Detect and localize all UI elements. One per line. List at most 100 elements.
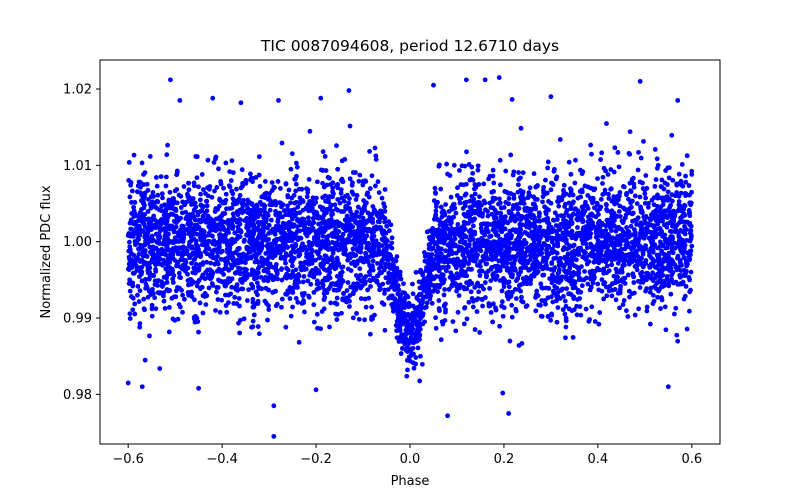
data-point xyxy=(597,242,603,247)
data-point xyxy=(325,207,330,213)
data-point xyxy=(226,300,231,305)
data-point xyxy=(174,263,179,269)
data-point xyxy=(178,275,184,281)
data-point xyxy=(213,247,219,253)
data-point xyxy=(166,199,172,205)
data-point xyxy=(282,256,288,262)
data-point xyxy=(570,335,576,340)
data-point xyxy=(161,293,166,299)
data-point xyxy=(189,252,195,258)
data-point xyxy=(142,224,148,230)
data-point xyxy=(529,206,535,212)
data-point xyxy=(464,273,470,279)
data-point xyxy=(609,257,615,263)
data-point xyxy=(204,198,210,204)
data-point xyxy=(147,154,153,159)
data-point xyxy=(601,270,607,276)
data-point xyxy=(598,252,604,258)
data-point xyxy=(498,182,503,188)
data-point xyxy=(365,190,371,196)
data-point xyxy=(228,291,234,297)
data-point xyxy=(508,215,514,221)
data-point xyxy=(587,287,593,293)
data-point xyxy=(169,266,175,272)
data-point xyxy=(531,171,537,177)
data-point xyxy=(648,229,653,235)
data-point xyxy=(142,357,148,363)
data-point xyxy=(526,233,532,238)
data-point xyxy=(388,222,394,228)
data-point xyxy=(413,319,419,324)
data-point xyxy=(254,242,260,248)
data-point xyxy=(300,207,306,213)
data-point xyxy=(674,332,680,338)
data-point xyxy=(442,236,448,242)
data-point xyxy=(237,271,243,277)
data-point xyxy=(548,317,554,323)
data-point xyxy=(250,296,256,302)
data-point xyxy=(365,210,371,216)
data-point xyxy=(334,317,340,322)
data-point xyxy=(299,186,305,192)
data-point xyxy=(230,255,236,261)
data-point xyxy=(369,263,375,269)
data-point xyxy=(261,224,267,230)
data-point xyxy=(583,306,589,312)
data-point xyxy=(477,194,482,200)
data-point xyxy=(582,250,588,256)
data-point xyxy=(486,176,491,182)
data-point xyxy=(566,306,572,312)
data-point xyxy=(516,283,522,288)
data-point xyxy=(193,226,199,232)
data-point xyxy=(250,208,256,214)
data-point xyxy=(652,242,658,248)
data-point xyxy=(434,253,439,259)
data-point xyxy=(666,175,672,181)
data-point xyxy=(350,315,356,321)
data-point xyxy=(379,300,385,306)
data-point xyxy=(193,238,199,244)
data-point xyxy=(634,222,640,227)
data-point xyxy=(650,292,656,298)
data-point xyxy=(446,264,451,270)
data-point xyxy=(177,245,183,251)
data-point xyxy=(473,185,479,190)
data-point xyxy=(407,358,413,364)
data-point xyxy=(330,189,336,195)
data-point xyxy=(432,241,438,247)
data-point xyxy=(237,303,242,309)
data-point xyxy=(520,170,526,176)
data-point xyxy=(478,225,484,231)
data-point xyxy=(676,199,682,204)
data-point xyxy=(627,180,633,186)
data-point xyxy=(597,310,603,315)
data-point xyxy=(577,304,583,310)
data-point xyxy=(148,236,153,242)
data-point xyxy=(522,229,528,235)
data-point xyxy=(176,270,182,276)
data-point xyxy=(496,258,502,264)
data-point xyxy=(353,197,359,202)
data-point xyxy=(480,303,485,309)
data-point xyxy=(433,191,439,196)
data-point xyxy=(367,148,372,154)
data-point xyxy=(376,266,382,271)
data-point xyxy=(394,328,399,334)
data-point xyxy=(584,275,589,281)
data-point xyxy=(609,293,615,299)
data-point xyxy=(472,191,478,197)
data-point xyxy=(552,278,558,283)
data-point xyxy=(245,197,251,203)
data-point xyxy=(165,142,170,148)
data-point xyxy=(328,300,334,306)
data-point xyxy=(296,339,302,345)
data-point xyxy=(319,239,325,244)
data-point xyxy=(237,217,243,223)
data-point xyxy=(136,299,142,304)
data-point xyxy=(128,226,134,232)
data-point xyxy=(135,283,141,289)
data-point xyxy=(279,204,284,210)
data-point xyxy=(561,182,567,188)
data-point xyxy=(224,309,230,315)
data-point xyxy=(127,194,133,200)
